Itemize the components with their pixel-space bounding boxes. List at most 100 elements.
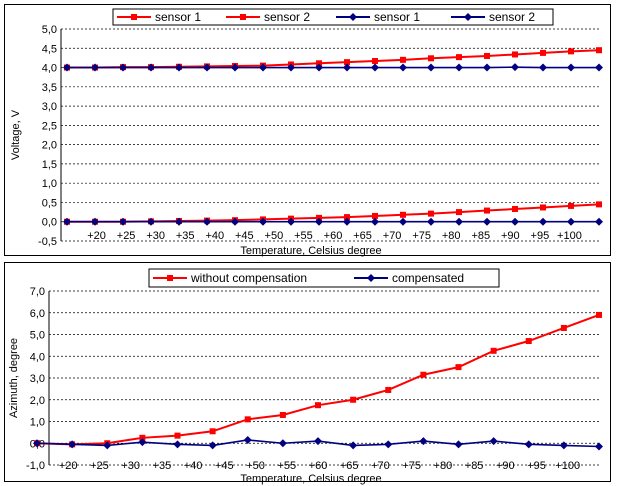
voltage-data-point — [399, 63, 407, 72]
azimuth-x-tick-label: +50 — [246, 460, 265, 472]
azimuth-y-axis-title: Azimuth, degree — [8, 338, 20, 418]
azimuth-data-point — [244, 416, 251, 423]
voltage-x-tick-label: +100 — [557, 230, 582, 242]
voltage-data-point — [540, 204, 546, 211]
voltage-legend-marker — [240, 14, 246, 20]
voltage-data-point — [456, 54, 462, 61]
voltage-data-point — [371, 63, 379, 72]
azimuth-data-point — [103, 441, 112, 450]
voltage-y-tick-label: 2,0 — [42, 140, 57, 152]
voltage-x-tick-label: +70 — [383, 230, 402, 242]
voltage-data-point — [540, 49, 546, 56]
azimuth-data-point — [596, 311, 602, 318]
voltage-chart: -0,5 0,0 0,5 1,0 1,5 2,0 2,5 3,0 3,5 4,0 4,5 5,0 +20… — [4, 4, 611, 257]
azimuth-x-tick-label: +70 — [371, 460, 390, 472]
voltage-x-tick-label: +45 — [235, 230, 254, 242]
azimuth-legend-marker — [367, 274, 375, 282]
azimuth-data-point — [279, 411, 286, 418]
azimuth-legend-label: compensated — [392, 271, 464, 285]
voltage-data-point — [231, 217, 239, 226]
azimuth-data-point — [454, 440, 463, 449]
voltage-legend-marker — [349, 13, 357, 21]
azimuth-data-point — [174, 432, 181, 439]
voltage-data-point — [315, 63, 323, 72]
voltage-x-tick-label: +80 — [442, 230, 461, 242]
voltage-data-point — [343, 63, 351, 72]
azimuth-chart: -1,00,01,02,03,04,05,06,07,0+20+25+30+35… — [4, 262, 611, 485]
azimuth-x-tick-label: +25 — [90, 460, 109, 472]
voltage-data-point — [483, 63, 491, 72]
azimuth-x-tick-label: +35 — [153, 460, 172, 472]
voltage-data-point — [371, 217, 379, 226]
voltage-legend — [112, 8, 554, 26]
voltage-data-point — [595, 63, 603, 72]
voltage-data-point — [567, 63, 575, 72]
voltage-x-tick-label: +20 — [87, 230, 106, 242]
voltage-legend-label: sensor 1 — [374, 10, 420, 24]
voltage-legend-marker — [464, 13, 472, 21]
voltage-data-point — [567, 217, 575, 226]
voltage-data-point — [512, 206, 518, 213]
voltage-x-tick-label: +30 — [146, 230, 165, 242]
voltage-data-point — [539, 217, 547, 226]
azimuth-x-tick-label: +80 — [434, 460, 453, 472]
voltage-data-point — [596, 201, 602, 208]
voltage-data-point — [203, 217, 211, 226]
voltage-legend-marker — [131, 14, 137, 20]
azimuth-y-tick-label: 4,0 — [30, 351, 45, 363]
azimuth-data-point — [349, 441, 358, 450]
azimuth-data-point — [559, 441, 568, 450]
voltage-data-point — [399, 217, 407, 226]
voltage-x-tick-label: +35 — [176, 230, 195, 242]
voltage-y-tick-label: 0,0 — [42, 217, 57, 229]
azimuth-x-tick-label: +20 — [59, 460, 78, 472]
azimuth-legend-label: without compensation — [190, 271, 307, 285]
azimuth-y-tick-label: 7,0 — [30, 286, 45, 298]
azimuth-y-tick-label: -1,0 — [26, 460, 45, 472]
azimuth-x-tick-label: +40 — [184, 460, 203, 472]
voltage-data-point — [428, 55, 434, 62]
voltage-x-tick-label: +40 — [205, 230, 224, 242]
azimuth-y-tick-label: 2,0 — [30, 395, 45, 407]
azimuth-data-point — [490, 347, 497, 354]
azimuth-x-tick-label: +30 — [121, 460, 140, 472]
voltage-data-point — [372, 212, 378, 219]
voltage-data-point — [316, 60, 322, 67]
voltage-x-tick-label: +75 — [412, 230, 431, 242]
voltage-data-point — [456, 209, 462, 216]
voltage-legend-label: sensor 2 — [489, 10, 535, 24]
voltage-chart-svg: -0,5 0,0 0,5 1,0 1,5 2,0 2,5 3,0 3,5 4,0 4,5 5,0 +20… — [10, 8, 603, 257]
voltage-x-tick-label: +90 — [501, 230, 520, 242]
azimuth-data-point — [315, 402, 321, 409]
voltage-data-point — [568, 202, 574, 209]
azimuth-data-point — [243, 435, 252, 444]
voltage-data-point — [91, 63, 99, 72]
azimuth-x-axis-title: Temperature, Celsius degree — [240, 473, 381, 485]
voltage-x-tick-label: +50 — [265, 230, 284, 242]
voltage-data-point — [147, 217, 155, 226]
azimuth-y-tick-label: 1,0 — [30, 417, 45, 429]
azimuth-data-point — [33, 439, 41, 448]
voltage-data-point — [119, 63, 127, 72]
voltage-data-point — [400, 211, 406, 218]
azimuth-x-tick-label: +90 — [496, 460, 515, 472]
voltage-data-point — [147, 63, 155, 72]
voltage-data-point — [595, 217, 603, 226]
voltage-x-axis-title: Temperature, Celsius degree — [240, 245, 381, 257]
azimuth-data-point — [173, 440, 182, 449]
azimuth-legend — [148, 268, 500, 288]
voltage-y-tick-label: 3,5 — [42, 82, 57, 94]
azimuth-data-point — [209, 428, 216, 435]
voltage-data-point — [427, 217, 435, 226]
azimuth-data-point — [489, 437, 498, 446]
azimuth-y-tick-label: 3,0 — [30, 373, 45, 385]
voltage-y-tick-label: 4,0 — [42, 63, 57, 75]
azimuth-data-point — [455, 364, 462, 371]
voltage-y-tick-label: 1,0 — [42, 178, 57, 190]
azimuth-data-point — [420, 371, 427, 378]
azimuth-legend-marker — [167, 275, 173, 281]
azimuth-data-point — [278, 439, 287, 448]
azimuth-data-point — [525, 338, 532, 345]
voltage-x-tick-label: +85 — [471, 230, 490, 242]
voltage-data-point — [91, 217, 99, 226]
